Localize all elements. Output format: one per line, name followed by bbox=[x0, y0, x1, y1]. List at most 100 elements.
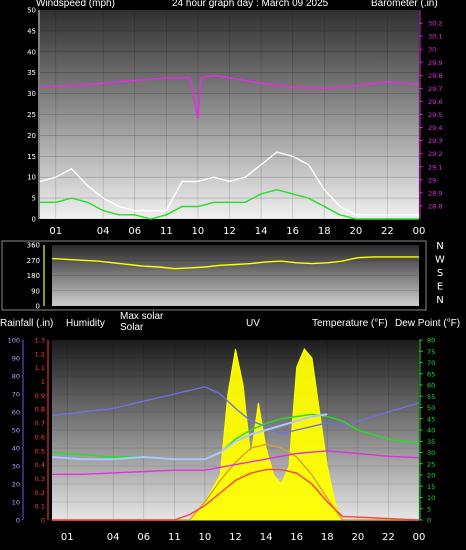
bottom-x-tick-label: 14 bbox=[260, 532, 273, 543]
direction-tick-label: 180 bbox=[27, 272, 40, 280]
direction-frame bbox=[1, 240, 427, 311]
top-x-tick-label: 20 bbox=[349, 226, 362, 237]
barometer-tick-label: 29.4 bbox=[428, 124, 442, 132]
bottom-series-rainfall bbox=[52, 450, 420, 475]
top-x-tick-label: 14 bbox=[255, 226, 268, 237]
direction-tick-label: 90 bbox=[31, 287, 40, 295]
humidity-tick-label: 70 bbox=[12, 391, 20, 399]
windspeed-axis-label: Windspeed (mph) bbox=[36, 0, 115, 9]
humidity-tick-label: 40 bbox=[12, 445, 20, 453]
rainfall-tick-label: 0.9 bbox=[35, 392, 45, 400]
rainfall-tick-label: 0.1 bbox=[35, 503, 45, 511]
windspeed-tick-label: 5 bbox=[32, 195, 36, 203]
temperature-tick-label: 40 bbox=[427, 427, 435, 435]
barometer-tick-label: 29.1 bbox=[428, 163, 442, 171]
rainfall-tick-label: 0.5 bbox=[35, 447, 45, 455]
bottom-x-tick-label: 00 bbox=[413, 532, 426, 543]
windspeed-tick-label: 10 bbox=[27, 174, 36, 182]
chart-title: 24 hour graph day : March 09 2025 bbox=[172, 0, 329, 9]
barometer-tick-label: 29.5 bbox=[428, 111, 442, 119]
rainfall-tick-label: 0 bbox=[41, 517, 45, 525]
barometer-tick-label: 29.3 bbox=[428, 137, 442, 145]
rainfall-tick-label: 0.2 bbox=[35, 489, 45, 497]
humidity-tick-label: 60 bbox=[12, 409, 20, 417]
top-x-tick-label: 18 bbox=[318, 226, 331, 237]
top-x-tick-label: 10 bbox=[192, 226, 205, 237]
windspeed-tick-label: 45 bbox=[27, 27, 36, 35]
bottom-series-max-solar bbox=[52, 443, 419, 521]
rainfall-tick-label: 1.2 bbox=[35, 350, 45, 358]
rainfall-tick-label: 0.6 bbox=[35, 433, 45, 441]
windspeed-tick-label: 25 bbox=[27, 111, 36, 119]
windspeed-tick-label: 40 bbox=[27, 48, 36, 56]
top-x-tick-label: 22 bbox=[381, 226, 394, 237]
temperature-label: Temperature (°F) bbox=[312, 318, 388, 329]
temperature-tick-label: 25 bbox=[427, 460, 435, 468]
temperature-tick-label: 15 bbox=[427, 483, 435, 491]
bottom-x-tick-label: 16 bbox=[290, 532, 303, 543]
top-series-barometer bbox=[39, 74, 420, 119]
bottom-x-tick-label: 20 bbox=[351, 532, 364, 543]
top-x-tick-label: 11 bbox=[160, 226, 173, 237]
bottom-x-tick-label: 01 bbox=[61, 532, 74, 543]
dew-point-label: Dew Point (°F) bbox=[395, 318, 461, 329]
temperature-tick-label: 70 bbox=[427, 359, 435, 367]
humidity-label: Humidity bbox=[66, 318, 105, 329]
rainfall-tick-label: 1 bbox=[41, 378, 45, 386]
rainfall-tick-label: 1.3 bbox=[35, 337, 45, 345]
barometer-tick-label: 29.9 bbox=[428, 59, 442, 67]
humidity-tick-label: 10 bbox=[12, 499, 20, 507]
temperature-tick-label: 35 bbox=[427, 438, 435, 446]
barometer-tick-label: 29.6 bbox=[428, 98, 442, 106]
windspeed-tick-label: 15 bbox=[27, 153, 36, 161]
humidity-tick-label: 0 bbox=[16, 517, 20, 525]
direction-tick-label: 360 bbox=[27, 242, 40, 250]
bottom-x-tick-label: 22 bbox=[382, 532, 395, 543]
compass-label: E bbox=[437, 282, 443, 293]
bottom-series-humidity bbox=[51, 386, 420, 435]
direction-tick-label: 270 bbox=[27, 257, 40, 265]
top-plot-area bbox=[40, 10, 419, 219]
windspeed-tick-label: 50 bbox=[27, 7, 36, 15]
bottom-series-uv bbox=[52, 468, 420, 521]
top-x-tick-label: 01 bbox=[49, 226, 62, 237]
rainfall-tick-label: 0.7 bbox=[35, 420, 45, 428]
rainfall-tick-label: 0.8 bbox=[35, 406, 45, 414]
temperature-tick-label: 55 bbox=[427, 393, 435, 401]
humidity-tick-label: 90 bbox=[12, 355, 20, 363]
barometer-tick-label: 28.8 bbox=[428, 202, 442, 210]
temperature-tick-label: 5 bbox=[427, 505, 431, 513]
bottom-x-tick-label: 12 bbox=[229, 532, 242, 543]
top-x-tick-label: 06 bbox=[128, 226, 141, 237]
temperature-tick-label: 80 bbox=[427, 337, 435, 345]
temperature-tick-label: 20 bbox=[427, 472, 435, 480]
rainfall-label: Rainfall (.in) bbox=[0, 318, 54, 329]
humidity-tick-label: 80 bbox=[12, 373, 20, 381]
bottom-series-solar bbox=[52, 348, 419, 521]
bottom-x-tick-label: 11 bbox=[168, 532, 181, 543]
top-x-tick-label: 16 bbox=[286, 226, 299, 237]
windspeed-tick-label: 35 bbox=[27, 69, 36, 77]
compass-label: N bbox=[436, 241, 443, 252]
compass-label: N bbox=[436, 295, 443, 306]
barometer-tick-label: 29.7 bbox=[428, 85, 442, 93]
humidity-tick-label: 20 bbox=[12, 481, 20, 489]
direction-tick-label: 0 bbox=[36, 303, 40, 311]
temperature-tick-label: 60 bbox=[427, 382, 435, 390]
barometer-axis-label: Barometer (.in) bbox=[371, 0, 438, 9]
top-series-windspeed-gust bbox=[39, 151, 419, 216]
humidity-tick-label: 30 bbox=[12, 463, 20, 471]
compass-label: W bbox=[435, 255, 445, 266]
windspeed-tick-label: 30 bbox=[27, 90, 36, 98]
rainfall-tick-label: 0.3 bbox=[35, 475, 45, 483]
barometer-tick-label: 30 bbox=[428, 46, 436, 54]
rainfall-tick-label: 1.1 bbox=[35, 364, 45, 372]
barometer-tick-label: 29.2 bbox=[428, 150, 442, 158]
compass-label: S bbox=[437, 268, 443, 279]
bottom-x-tick-label: 04 bbox=[107, 532, 120, 543]
barometer-tick-label: 30.2 bbox=[428, 20, 442, 28]
temperature-tick-label: 10 bbox=[427, 494, 435, 502]
top-x-tick-label: 04 bbox=[97, 226, 110, 237]
